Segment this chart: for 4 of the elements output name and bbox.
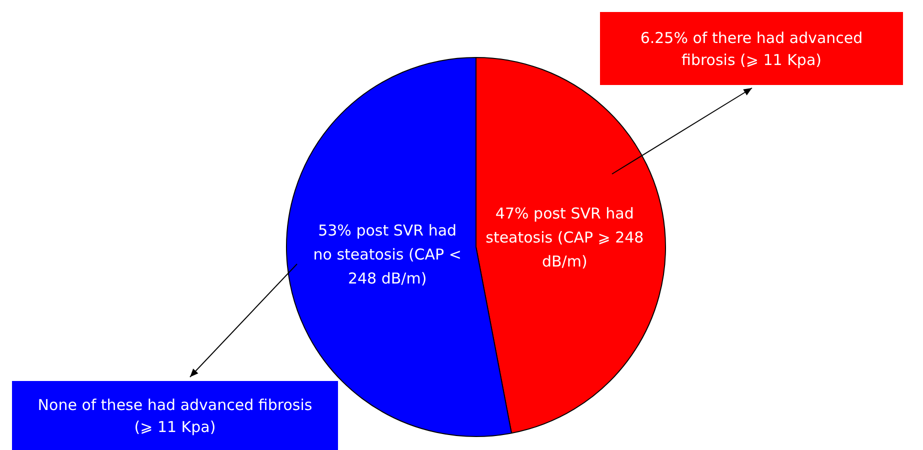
- text: None of these had advanced fibrosis (⩾ 11 Kpa): [12, 381, 338, 450]
- text: 6.25% of there had advanced fibrosis (⩾ 11 Kpa): [600, 12, 903, 85]
- slice-label: 47% post SVR had steatosis (CAP ⩾ 248 dB/m): [486, 204, 644, 271]
- slice-label: 53% post SVR had no steatosis (CAP < 248 dB/m): [313, 221, 462, 288]
